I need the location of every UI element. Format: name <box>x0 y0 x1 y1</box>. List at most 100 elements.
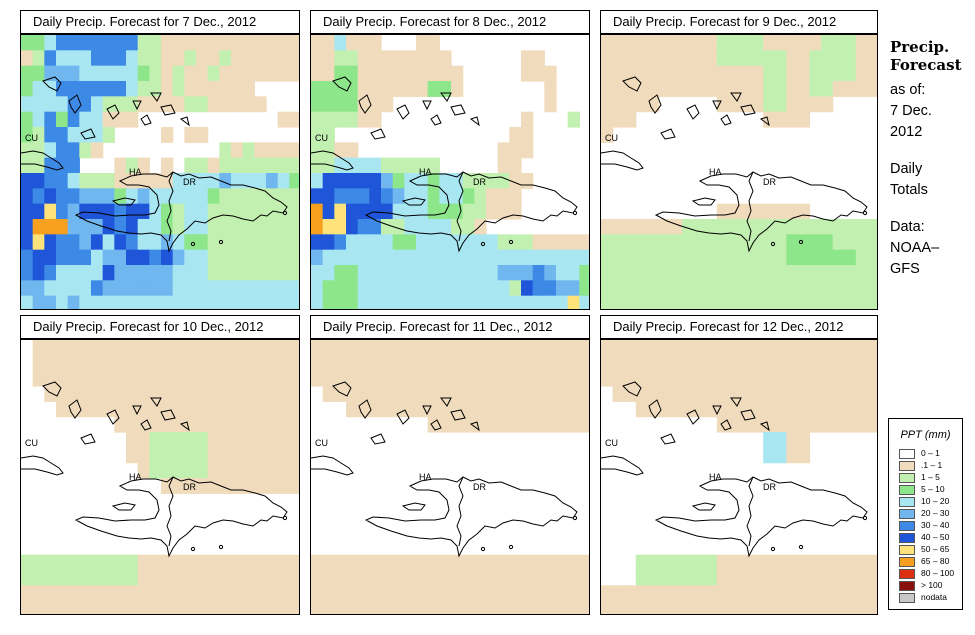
precip-cell <box>751 234 764 251</box>
precip-cell <box>521 570 534 586</box>
precip-cell <box>242 65 255 82</box>
precip-cell <box>658 35 672 51</box>
precip-cell <box>137 386 150 402</box>
bahamas-island-outline <box>68 399 82 419</box>
precip-cell <box>56 203 69 220</box>
precip-cell <box>751 585 764 602</box>
precip-cell <box>114 401 127 418</box>
precip-cell <box>357 188 370 205</box>
precip-cell <box>196 585 209 602</box>
hispaniola-coastline <box>654 171 868 253</box>
precip-cell <box>67 203 80 220</box>
precip-cell <box>137 416 150 433</box>
precip-cell <box>277 585 290 602</box>
precip-cell <box>67 35 80 51</box>
precip-cell <box>346 265 359 281</box>
precip-cell <box>102 234 115 251</box>
precip-cell <box>56 340 69 356</box>
precip-cell <box>242 386 255 402</box>
precip-cell <box>855 386 869 402</box>
precip-cell <box>867 355 877 372</box>
precip-cell <box>544 416 557 433</box>
precip-cell <box>56 234 69 251</box>
precip-cell <box>322 370 335 387</box>
precip-cell <box>56 65 69 82</box>
precip-cell <box>126 585 139 602</box>
precip-cell <box>832 81 845 97</box>
precip-cell <box>79 340 92 356</box>
precip-cell <box>346 96 359 113</box>
precip-cell <box>844 81 857 97</box>
data-source-line2: NOAA– <box>890 240 940 256</box>
bahamas-island-outline <box>370 128 386 140</box>
precip-cell <box>369 50 382 67</box>
precip-cell <box>693 340 706 356</box>
precip-cell <box>32 81 45 97</box>
precip-cell <box>44 234 57 251</box>
precip-cell <box>462 280 475 297</box>
precip-cell <box>126 111 139 128</box>
precip-cell <box>427 234 440 251</box>
precip-cell <box>462 370 475 387</box>
precip-cell <box>231 280 244 297</box>
precip-cell <box>786 570 799 586</box>
haiti-dr-border <box>166 476 174 547</box>
precip-cell <box>670 401 683 418</box>
precip-cell <box>740 280 753 297</box>
precip-cell <box>161 432 174 448</box>
precip-cell <box>821 386 834 402</box>
precip-cell <box>544 265 557 281</box>
precip-cell <box>392 280 405 297</box>
precip-cell <box>289 462 299 479</box>
precip-cell <box>567 295 580 309</box>
precip-cell <box>497 203 510 220</box>
precip-cell <box>497 280 510 297</box>
precip-cell <box>567 600 580 614</box>
precip-cell <box>381 355 394 372</box>
precip-cell <box>346 203 359 220</box>
precip-cell <box>624 295 637 309</box>
precip-cell <box>266 370 279 387</box>
precip-cell <box>381 173 394 189</box>
precip-cell <box>369 570 382 586</box>
precip-cell <box>381 600 394 614</box>
precip-cell <box>172 447 185 464</box>
precip-cell <box>497 173 510 189</box>
precip-cell <box>658 386 672 402</box>
precip-cell <box>705 570 718 586</box>
precip-cell <box>289 600 299 614</box>
precip-cell <box>184 462 197 479</box>
precip-cell <box>357 50 370 67</box>
precip-cell <box>277 600 290 614</box>
precip-cell <box>346 81 359 97</box>
precip-cell <box>266 355 279 372</box>
precip-cell <box>774 265 787 281</box>
precip-cell <box>161 96 174 113</box>
precip-cell <box>67 173 80 189</box>
precip-cell <box>635 386 648 402</box>
precip-cell <box>821 35 834 51</box>
precip-cell <box>786 447 799 464</box>
precip-cell <box>774 96 787 113</box>
precip-cell <box>462 600 475 614</box>
precip-cell <box>556 280 569 297</box>
precip-cell <box>451 570 464 586</box>
precip-cell <box>311 265 324 281</box>
precip-cell <box>797 280 811 297</box>
precip-cell <box>624 219 637 235</box>
precip-cell <box>601 35 614 51</box>
precip-cell <box>786 265 799 281</box>
precip-cell <box>266 570 279 586</box>
precip-cell <box>763 585 776 602</box>
precip-cell <box>79 219 92 235</box>
precip-cell <box>32 203 45 220</box>
precip-cell <box>114 295 127 309</box>
legend-label: 65 – 80 <box>921 556 950 566</box>
precip-cell <box>137 447 150 464</box>
precip-cell <box>231 234 244 251</box>
precip-cell <box>658 585 672 602</box>
precip-cell <box>392 386 405 402</box>
precip-cell <box>404 249 417 266</box>
precip-cell <box>532 386 545 402</box>
precip-cell <box>509 401 522 418</box>
